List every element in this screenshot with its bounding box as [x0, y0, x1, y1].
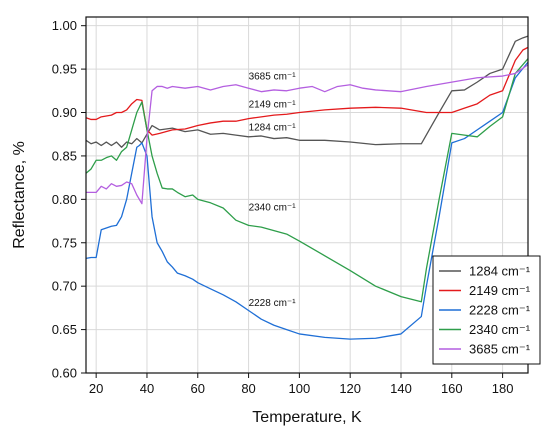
series-line-2 [85, 46, 529, 136]
y-tick-label: 0.70 [52, 279, 77, 294]
x-tick-label: 120 [339, 381, 361, 396]
series-line-3 [85, 61, 529, 340]
series-annotation: 2149 cm⁻¹ [249, 99, 297, 110]
y-axis-title: Reflectance, % [11, 141, 28, 249]
y-tick-label: 0.75 [52, 235, 77, 250]
x-tick-label: 20 [89, 381, 103, 396]
y-tick-label: 0.85 [52, 148, 77, 163]
series-annotation: 2340 cm⁻¹ [249, 203, 297, 214]
series-layer [85, 35, 529, 340]
grid-layer [86, 17, 528, 374]
x-tick-label: 100 [289, 381, 311, 396]
x-tick-label: 40 [140, 381, 154, 396]
series-annotation: 2228 cm⁻¹ [249, 298, 297, 309]
legend-label: 1284 cm⁻¹ [469, 264, 531, 279]
series-annotation: 3685 cm⁻¹ [249, 72, 297, 83]
plot-frame [85, 16, 529, 374]
x-axis-title: Temperature, K [252, 409, 362, 426]
series-line-4 [85, 58, 529, 303]
legend-label: 2228 cm⁻¹ [469, 303, 531, 318]
tick-layer: 20 40 60 80 100 120 140 160 180 0.60 0.65 0.70 0.75 0… [52, 18, 514, 396]
legend: 1284 cm⁻¹ 2149 cm⁻¹ 2228 cm⁻¹ 2340 cm⁻¹ 3685… [432, 255, 541, 365]
x-tick-label: 180 [492, 381, 514, 396]
x-tick-label: 140 [390, 381, 412, 396]
series-annotation: 1284 cm⁻¹ [249, 123, 297, 134]
x-tick-label: 160 [441, 381, 463, 396]
y-tick-label: 0.65 [52, 322, 77, 337]
y-tick-label: 0.95 [52, 62, 77, 77]
annotation-layer: 3685 cm⁻¹ 2149 cm⁻¹ 1284 cm⁻¹ 2340 cm⁻¹ 2228… [249, 72, 297, 310]
x-tick-label: 80 [241, 381, 255, 396]
legend-label: 2149 cm⁻¹ [469, 283, 531, 298]
series-line-1 [85, 35, 529, 148]
series-line-5 [86, 64, 529, 205]
y-tick-label: 1.00 [52, 18, 77, 33]
y-tick-label: 0.80 [52, 192, 77, 207]
y-tick-label: 0.60 [52, 366, 77, 381]
y-tick-label: 0.90 [52, 105, 77, 120]
x-tick-label: 60 [191, 381, 205, 396]
legend-label: 2340 cm⁻¹ [469, 322, 531, 337]
legend-label: 3685 cm⁻¹ [469, 342, 531, 357]
